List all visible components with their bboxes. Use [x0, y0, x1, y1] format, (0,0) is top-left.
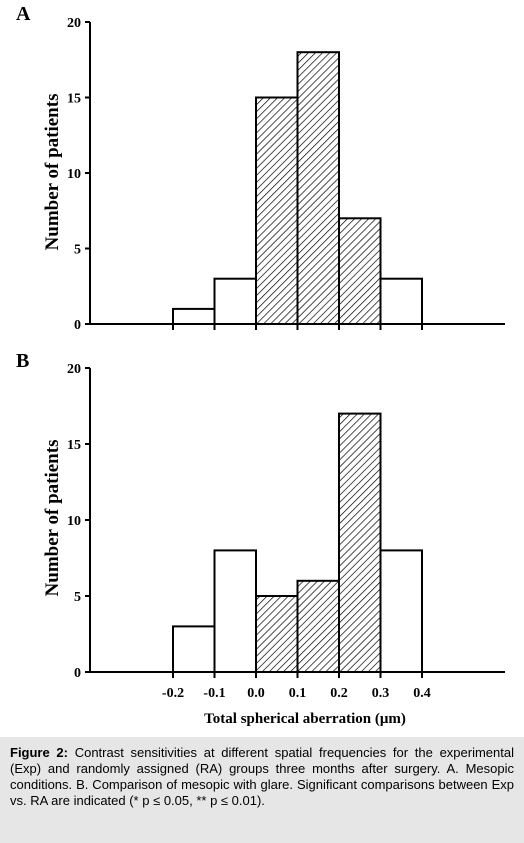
x-tick-label-b-2: -0.1: [203, 686, 225, 701]
bar-a-6: [379, 277, 423, 326]
bars-a: [172, 51, 423, 326]
y-tick-label-b-20: 20: [67, 362, 81, 377]
y-tick-label-a-5: 5: [74, 243, 81, 258]
y-tick-label-b-5: 5: [74, 590, 81, 605]
bar-b-3: [255, 595, 299, 673]
bar-a-3: [255, 96, 299, 325]
bar-b-1: [172, 625, 216, 674]
y-tick-label-b-10: 10: [67, 514, 81, 529]
figure-caption: Figure 2: Contrast sensitivities at diff…: [0, 737, 524, 843]
bar-a-2: [213, 277, 257, 326]
figure: A Number of patients 0 5 10 15 20 B Number o…: [16, 3, 505, 727]
y-tick-label-a-15: 15: [67, 92, 81, 107]
bar-a-4: [296, 51, 340, 325]
bar-a-5: [338, 217, 382, 325]
y-tick-label-b-0: 0: [74, 666, 81, 681]
x-tick-label-b-6: 0.3: [372, 686, 390, 701]
bar-a-1: [172, 307, 216, 325]
axes-b: 0 5 10 15 20 -0.2 -0.1 0.0 0.1 0.2 0.3 0.4: [67, 362, 505, 701]
axes-a: 0 5 10 15 20: [67, 16, 505, 333]
histogram-panel-a: A Number of patients 0 5 10 15 20: [16, 3, 505, 333]
x-tick-label-b-7: 0.4: [413, 686, 431, 701]
x-tick-label-b-3: 0.0: [247, 686, 265, 701]
y-axis-title-a: Number of patients: [42, 94, 63, 251]
x-tick-label-b-4: 0.1: [289, 686, 307, 701]
y-tick-label-a-20: 20: [67, 16, 81, 31]
caption-text: Contrast sensitivities at different spat…: [10, 745, 514, 808]
y-tick-label-a-0: 0: [74, 318, 81, 333]
panel-label-b: B: [16, 350, 29, 372]
bar-b-4: [296, 579, 340, 673]
x-tick-label-b-5: 0.2: [330, 686, 348, 701]
histogram-panel-b: B Number of patients 0 5 10 15 20 -0.2 -0.1 0.0…: [16, 350, 505, 727]
bar-b-2: [213, 549, 257, 674]
y-tick-label-b-15: 15: [67, 438, 81, 453]
y-axis-title-b: Number of patients: [42, 440, 63, 597]
bar-b-5: [338, 412, 382, 673]
y-tick-label-a-10: 10: [67, 167, 81, 182]
bars-b: [172, 412, 423, 674]
x-axis-title-b: Total spherical aberration (μm): [204, 711, 406, 727]
x-tick-label-b-1: -0.2: [162, 686, 184, 701]
bar-b-6: [379, 549, 423, 674]
caption-label: Figure 2:: [10, 745, 68, 760]
panel-label-a: A: [16, 3, 31, 25]
